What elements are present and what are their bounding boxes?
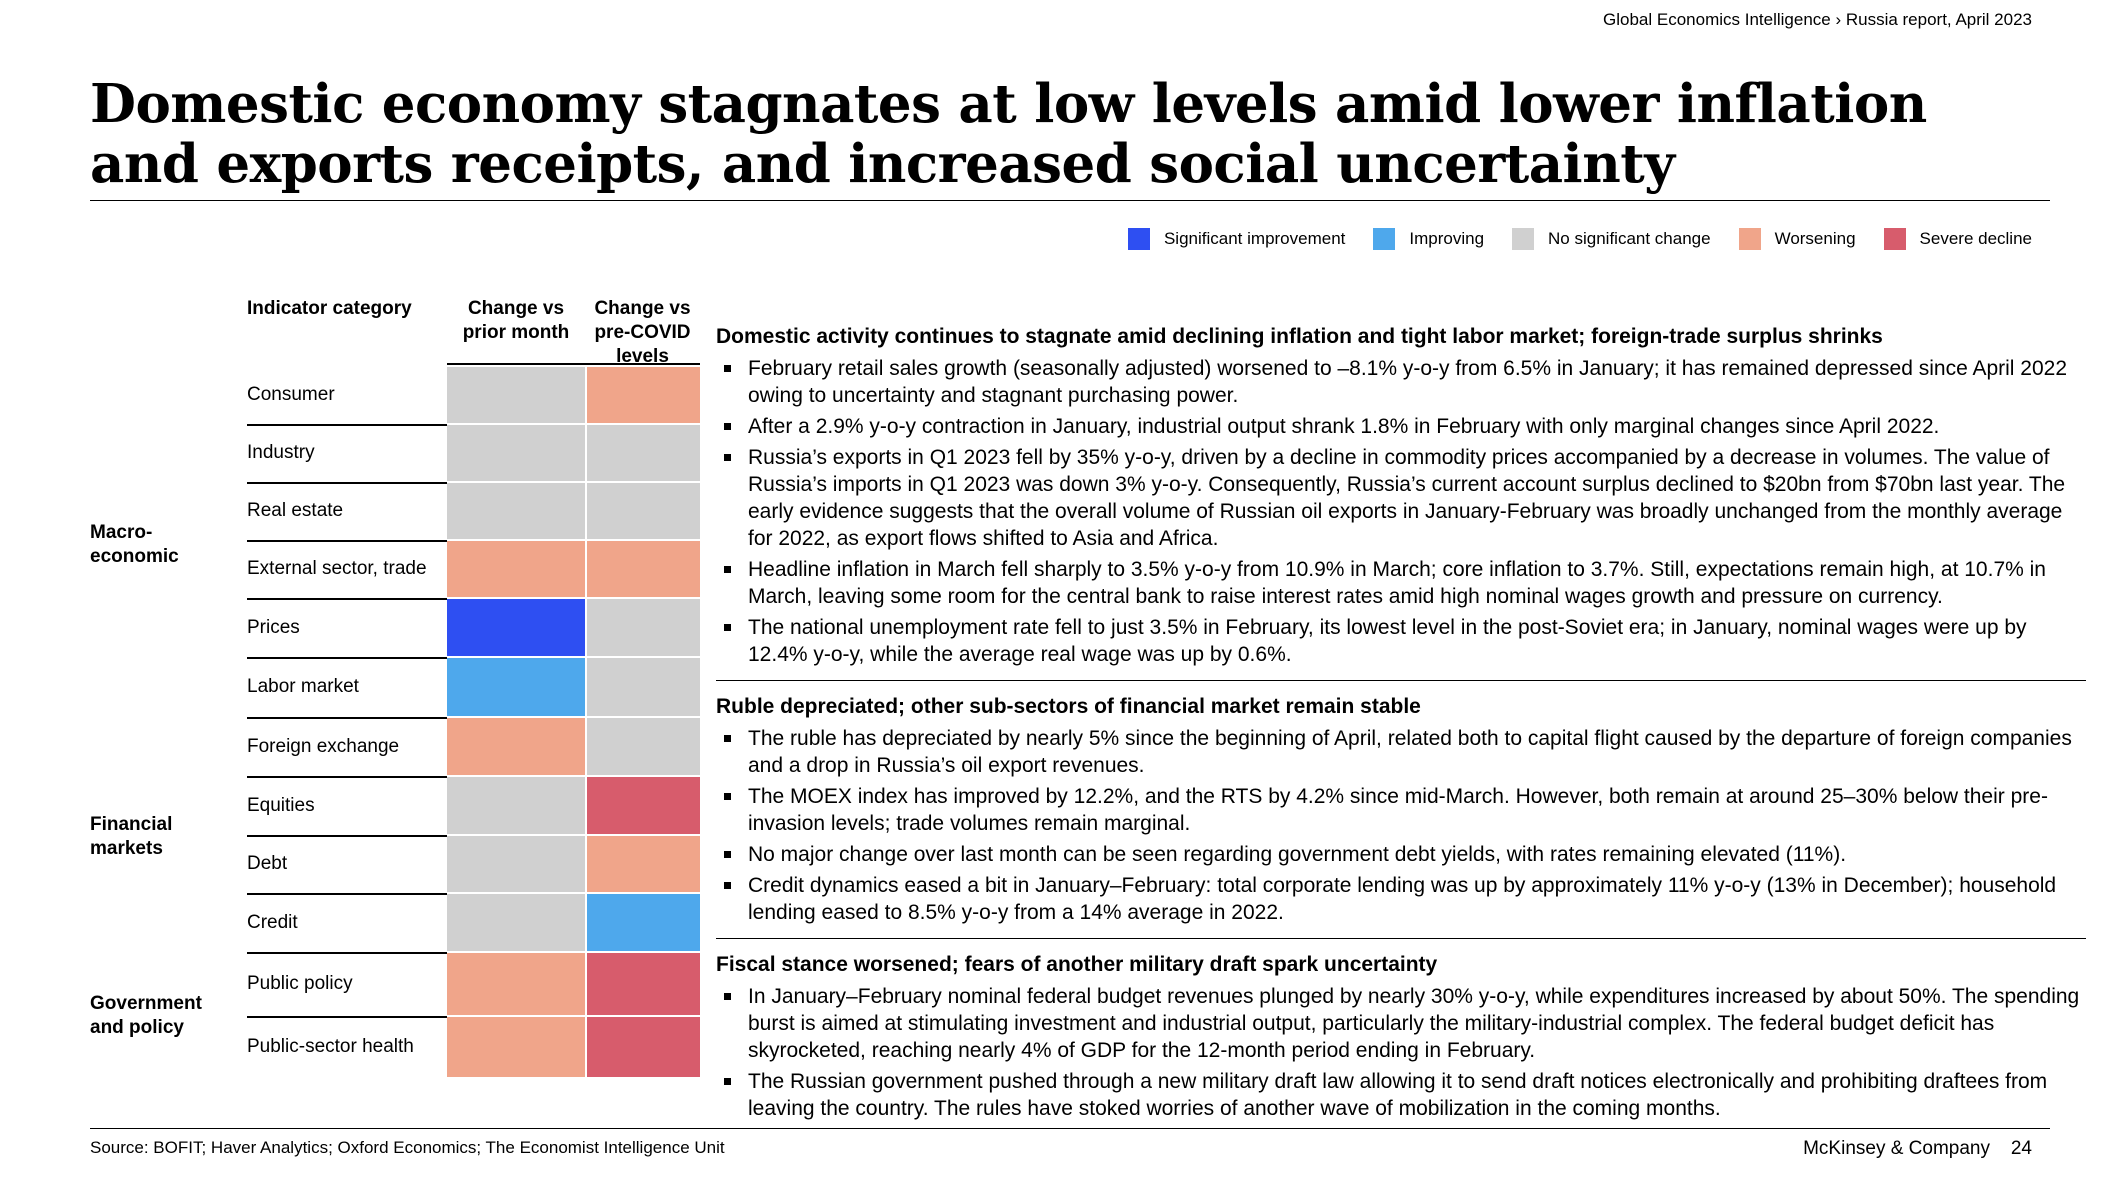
commentary-section: Domestic activity continues to stagnate … xyxy=(716,323,2086,680)
indicator-label: Prices xyxy=(247,616,300,638)
indicator-label: Equities xyxy=(247,794,315,816)
row-divider xyxy=(247,540,447,542)
section-heading: Domestic activity continues to stagnate … xyxy=(716,325,1883,348)
status-cell-pre-covid xyxy=(587,541,700,597)
row-divider xyxy=(247,1016,447,1018)
row-divider xyxy=(247,717,447,719)
footer-divider xyxy=(90,1128,2050,1129)
bullet-list: In January–February nominal federal budg… xyxy=(716,983,2086,1122)
section-heading: Fiscal stance worsened; fears of another… xyxy=(716,953,1438,976)
legend-item-severe-decline: Severe decline xyxy=(1883,228,2032,250)
row-divider xyxy=(247,952,447,954)
status-cell-pre-covid xyxy=(587,953,700,1015)
legend-swatch xyxy=(1373,228,1396,250)
indicator-label: Consumer xyxy=(247,384,335,405)
legend-item-improving: Improving xyxy=(1373,228,1484,250)
status-cell-prior-month xyxy=(447,425,585,481)
commentary-section: Ruble depreciated; other sub-sectors of … xyxy=(716,680,2086,938)
status-cell-prior-month xyxy=(447,777,585,834)
indicator-label: Public-sector health xyxy=(247,1036,414,1057)
legend-item-no-change: No significant change xyxy=(1512,228,1711,250)
legend-swatch xyxy=(1127,228,1150,250)
title-divider xyxy=(90,200,2050,201)
bullet-list: February retail sales growth (seasonally… xyxy=(716,355,2086,668)
indicator-label: Public policy xyxy=(247,973,353,994)
group-label-macroeconomic: Macro-economic xyxy=(90,522,179,567)
status-cell-pre-covid xyxy=(587,658,700,716)
legend-swatch xyxy=(1883,228,1906,250)
bullet-item: No major change over last month can be s… xyxy=(716,841,2086,868)
breadcrumb: Global Economics Intelligence › Russia r… xyxy=(1603,10,2032,29)
status-cell-prior-month xyxy=(447,836,585,892)
status-cell-pre-covid xyxy=(587,1017,700,1077)
page-number: 24 xyxy=(2010,1138,2032,1159)
legend-label: Severe decline xyxy=(1919,229,2032,248)
legend-label: No significant change xyxy=(1548,229,1711,248)
status-cell-pre-covid xyxy=(587,483,700,539)
legend-label: Worsening xyxy=(1774,229,1856,248)
status-cell-prior-month xyxy=(447,718,585,775)
row-divider xyxy=(247,893,447,895)
commentary-sections: Domestic activity continues to stagnate … xyxy=(716,323,2086,1134)
row-divider xyxy=(247,424,447,426)
status-cell-prior-month xyxy=(447,894,585,951)
header-indicator-category: Indicator category xyxy=(247,298,412,319)
bullet-item: Russia’s exports in Q1 2023 fell by 35% … xyxy=(716,444,2086,552)
legend-item-significant-improvement: Significant improvement xyxy=(1127,228,1346,250)
status-cell-prior-month xyxy=(447,483,585,539)
indicator-label: Industry xyxy=(247,442,315,463)
header-change-pre-covid: Change vs pre-COVID levels xyxy=(594,298,691,367)
row-divider xyxy=(247,657,447,659)
bullet-list: The ruble has depreciated by nearly 5% s… xyxy=(716,725,2086,926)
status-cell-pre-covid xyxy=(587,718,700,775)
bullet-item: The national unemployment rate fell to j… xyxy=(716,614,2086,668)
status-cell-prior-month xyxy=(447,953,585,1015)
bullet-item: Headline inflation in March fell sharply… xyxy=(716,556,2086,610)
status-cell-prior-month xyxy=(447,367,585,423)
bullet-item: The MOEX index has improved by 12.2%, an… xyxy=(716,783,2086,837)
header-divider xyxy=(447,363,700,365)
indicator-label: Labor market xyxy=(247,676,359,697)
bullet-item: February retail sales growth (seasonally… xyxy=(716,355,2086,409)
bullet-item: Credit dynamics eased a bit in January–F… xyxy=(716,872,2086,926)
legend-item-worsening: Worsening xyxy=(1738,228,1856,250)
group-label-government-policy: Government and policy xyxy=(90,993,202,1038)
section-heading: Ruble depreciated; other sub-sectors of … xyxy=(716,695,1421,718)
legend-swatch xyxy=(1512,228,1535,250)
status-cell-prior-month xyxy=(447,599,585,656)
status-cell-pre-covid xyxy=(587,836,700,892)
bullet-item: The Russian government pushed through a … xyxy=(716,1068,2086,1122)
status-cell-prior-month xyxy=(447,541,585,597)
indicator-label: Foreign exchange xyxy=(247,735,400,757)
bullet-item: After a 2.9% y-o-y contraction in Januar… xyxy=(716,413,2086,440)
status-legend: Significant improvement Improving No signi… xyxy=(1100,228,2032,250)
group-label-financial-markets: Financial markets xyxy=(90,814,173,859)
legend-label: Improving xyxy=(1409,229,1485,248)
status-cell-pre-covid xyxy=(587,425,700,481)
status-cell-prior-month xyxy=(447,1017,585,1077)
row-divider xyxy=(247,482,447,484)
status-cell-pre-covid xyxy=(587,894,700,951)
row-divider xyxy=(247,598,447,600)
indicator-label: Credit xyxy=(247,911,298,933)
source-note: Source: BOFIT; Haver Analytics; Oxford E… xyxy=(90,1138,725,1157)
status-cell-pre-covid xyxy=(587,367,700,423)
indicator-label: Real estate xyxy=(247,500,344,521)
page-title: Domestic economy stagnates at low levels… xyxy=(90,73,1927,195)
row-divider xyxy=(247,835,447,837)
status-cell-prior-month xyxy=(447,658,585,716)
indicator-label: Debt xyxy=(247,853,288,874)
status-cell-pre-covid xyxy=(587,599,700,656)
status-cell-pre-covid xyxy=(587,777,700,834)
commentary-section: Fiscal stance worsened; fears of another… xyxy=(716,938,2086,1134)
legend-swatch xyxy=(1738,228,1761,250)
bullet-item: The ruble has depreciated by nearly 5% s… xyxy=(716,725,2086,779)
row-divider xyxy=(247,776,447,778)
indicator-label: External sector, trade xyxy=(247,558,427,579)
brand-name: McKinsey & Company xyxy=(1803,1138,1990,1159)
bullet-item: In January–February nominal federal budg… xyxy=(716,983,2086,1064)
header-change-prior-month: Change vs prior month xyxy=(462,298,570,343)
legend-label: Significant improvement xyxy=(1163,229,1346,248)
